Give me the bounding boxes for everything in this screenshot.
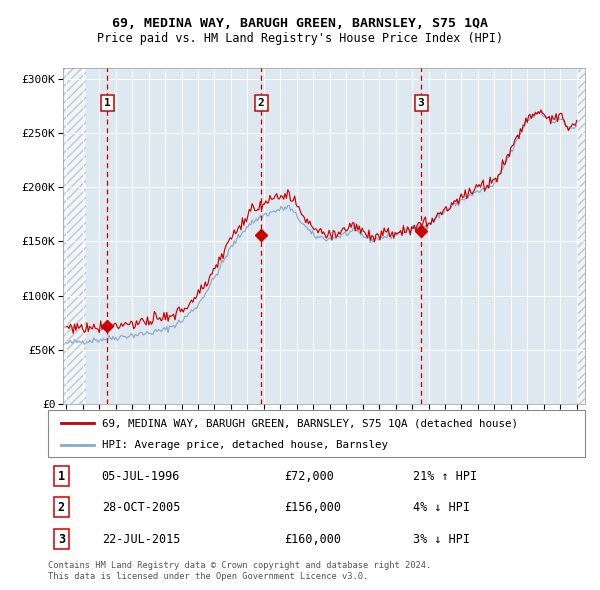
Text: 1: 1	[58, 470, 65, 483]
Text: HPI: Average price, detached house, Barnsley: HPI: Average price, detached house, Barn…	[102, 441, 388, 450]
Text: 3% ↓ HPI: 3% ↓ HPI	[413, 533, 470, 546]
Text: 2: 2	[258, 98, 265, 108]
Text: 2: 2	[58, 501, 65, 514]
Text: £156,000: £156,000	[284, 501, 341, 514]
Text: 05-JUL-1996: 05-JUL-1996	[102, 470, 180, 483]
Text: 28-OCT-2005: 28-OCT-2005	[102, 501, 180, 514]
Text: 22-JUL-2015: 22-JUL-2015	[102, 533, 180, 546]
Text: Price paid vs. HM Land Registry's House Price Index (HPI): Price paid vs. HM Land Registry's House …	[97, 32, 503, 45]
Text: £160,000: £160,000	[284, 533, 341, 546]
Text: 3: 3	[418, 98, 425, 108]
Text: 1: 1	[104, 98, 111, 108]
Text: 69, MEDINA WAY, BARUGH GREEN, BARNSLEY, S75 1QA (detached house): 69, MEDINA WAY, BARUGH GREEN, BARNSLEY, …	[102, 418, 518, 428]
Text: 3: 3	[58, 533, 65, 546]
FancyBboxPatch shape	[48, 410, 585, 457]
Text: £72,000: £72,000	[284, 470, 334, 483]
Text: 69, MEDINA WAY, BARUGH GREEN, BARNSLEY, S75 1QA: 69, MEDINA WAY, BARUGH GREEN, BARNSLEY, …	[112, 17, 488, 30]
Text: 21% ↑ HPI: 21% ↑ HPI	[413, 470, 477, 483]
Text: Contains HM Land Registry data © Crown copyright and database right 2024.
This d: Contains HM Land Registry data © Crown c…	[48, 562, 431, 581]
Text: 4% ↓ HPI: 4% ↓ HPI	[413, 501, 470, 514]
